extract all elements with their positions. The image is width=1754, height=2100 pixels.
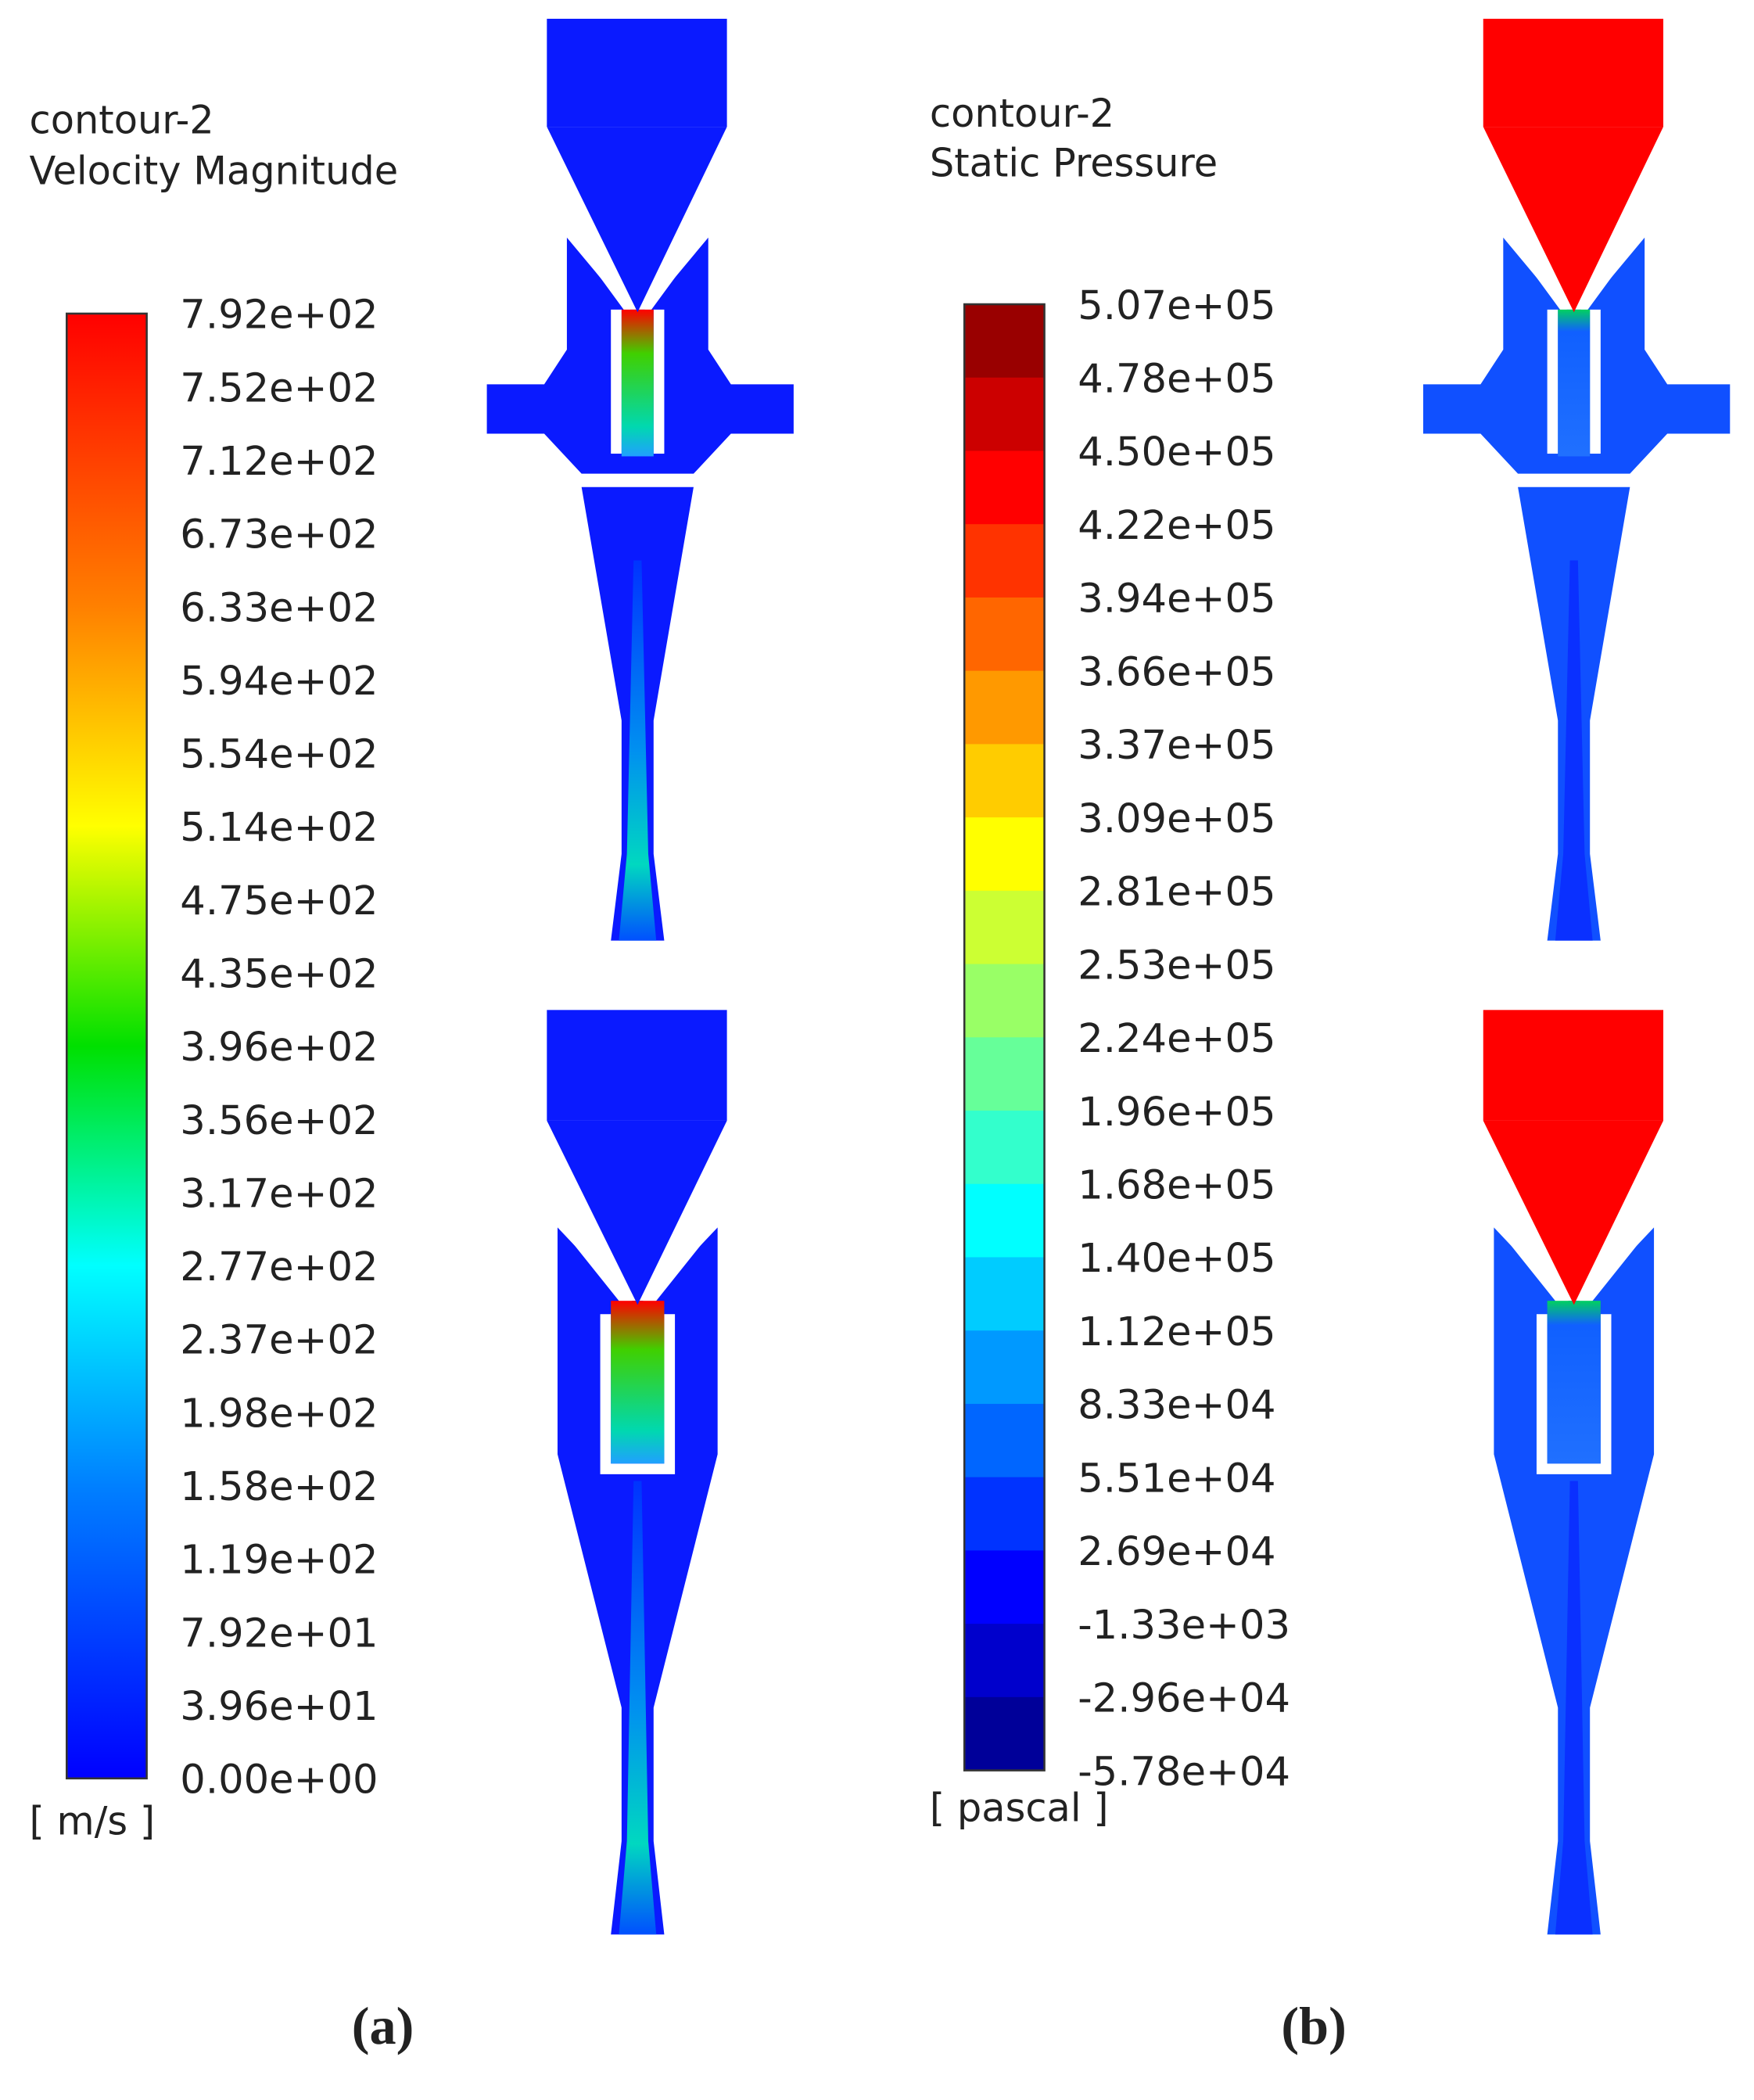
- legend-title: contour-2: [30, 98, 214, 143]
- colorbar-tick-label: 2.24e+05: [1078, 1016, 1275, 1062]
- colorbar-tick-label: 7.52e+02: [180, 365, 378, 411]
- colorbar-band: [964, 1696, 1045, 1772]
- colorbar-tick-label: 3.17e+02: [180, 1171, 378, 1217]
- colorbar-tick-label: 4.78e+05: [1078, 357, 1275, 403]
- colorbar-tick-label: 4.75e+02: [180, 878, 378, 924]
- panel-caption: (b): [1281, 1996, 1346, 2055]
- colorbar-tick-label: 6.33e+02: [180, 585, 378, 631]
- colorbar-tick-label: 1.19e+02: [180, 1538, 378, 1584]
- colorbar-tick-label: 3.56e+02: [180, 1098, 378, 1144]
- colorbar-band: [964, 817, 1045, 892]
- colorbar-tick-label: 1.58e+02: [180, 1464, 378, 1510]
- colorbar-band: [964, 597, 1045, 672]
- legend-title: contour-2: [930, 91, 1114, 136]
- colorbar-band: [964, 1111, 1045, 1185]
- colorbar-tick-label: 2.77e+02: [180, 1244, 378, 1291]
- colorbar-tick-label: 3.96e+02: [180, 1025, 378, 1071]
- device-bottom: [547, 1010, 727, 1935]
- colorbar-band: [964, 304, 1045, 379]
- colorbar-tick-label: 7.92e+01: [180, 1610, 378, 1657]
- colorbar: [66, 313, 147, 1779]
- legend-subtitle: Velocity Magnitude: [30, 148, 399, 193]
- device-top: [1422, 18, 1731, 941]
- colorbar-tick-label: 0.00e+00: [180, 1757, 378, 1804]
- colorbar-tick-label: 5.07e+05: [1078, 283, 1275, 329]
- colorbar-tick-label: 5.94e+02: [180, 659, 378, 705]
- colorbar-tick-label: -1.33e+03: [1078, 1603, 1290, 1649]
- colorbar-tick-label: -5.78e+04: [1078, 1749, 1290, 1795]
- colorbar-tick-label: 2.69e+04: [1078, 1529, 1275, 1575]
- colorbar-tick-label: 3.94e+05: [1078, 576, 1275, 623]
- colorbar-tick-label: 6.73e+02: [180, 512, 378, 558]
- colorbar-tick-label: 2.53e+05: [1078, 942, 1275, 989]
- colorbar-band: [964, 1257, 1045, 1332]
- colorbar-tick-label: 7.92e+02: [180, 293, 378, 339]
- colorbar-tick-label: 1.96e+05: [1078, 1089, 1275, 1136]
- pressure-contours: [1422, 18, 1731, 1935]
- colorbar-band: [964, 964, 1045, 1039]
- colorbar-band: [964, 670, 1045, 745]
- colorbar-unit: [ m/s ]: [30, 1798, 156, 1843]
- colorbar-unit: [ pascal ]: [930, 1785, 1109, 1830]
- colorbar-band: [964, 377, 1045, 452]
- colorbar-band: [964, 1037, 1045, 1111]
- colorbar-tick-label: 5.14e+02: [180, 805, 378, 851]
- colorbar-tick-label: 4.22e+05: [1078, 503, 1275, 549]
- colorbar-tick-label: 3.37e+05: [1078, 723, 1275, 769]
- colorbar-tick-label: 5.51e+04: [1078, 1456, 1275, 1502]
- colorbar-tick-label: 4.35e+02: [180, 952, 378, 998]
- colorbar-tick-label: 1.98e+02: [180, 1391, 378, 1437]
- colorbar-tick-label: 1.12e+05: [1078, 1309, 1275, 1355]
- colorbar-tick-label: 3.09e+05: [1078, 796, 1275, 842]
- colorbar-tick-label: 2.37e+02: [180, 1318, 378, 1364]
- colorbar-frame: [963, 303, 1046, 1772]
- colorbar-band: [964, 1403, 1045, 1478]
- legend-subtitle: Static Pressure: [930, 140, 1218, 185]
- colorbar-tick-label: 2.81e+05: [1078, 870, 1275, 916]
- colorbar-frame: [66, 312, 148, 1780]
- device-bottom: [1483, 1010, 1664, 1935]
- colorbar-tick-label: 1.40e+05: [1078, 1236, 1275, 1282]
- colorbar-band: [964, 1477, 1045, 1552]
- colorbar-band: [964, 744, 1045, 818]
- colorbar-band: [964, 451, 1045, 526]
- colorbar-tick-label: 1.68e+05: [1078, 1163, 1275, 1209]
- colorbar-band: [964, 1550, 1045, 1624]
- colorbar-tick-label: 4.50e+05: [1078, 429, 1275, 476]
- colorbar-tick-label: 3.96e+01: [180, 1684, 378, 1730]
- colorbar-tick-label: 5.54e+02: [180, 732, 378, 778]
- velocity-contours: [486, 18, 794, 1935]
- colorbar-band: [964, 1624, 1045, 1698]
- colorbar-band: [964, 890, 1045, 965]
- device-top: [486, 18, 794, 941]
- colorbar-tick-label: 7.12e+02: [180, 439, 378, 485]
- panel-caption: (a): [352, 1996, 414, 2055]
- colorbar-band: [964, 1330, 1045, 1405]
- colorbar-tick-label: 3.66e+05: [1078, 649, 1275, 695]
- colorbar-band: [964, 524, 1045, 598]
- colorbar-tick-label: -2.96e+04: [1078, 1676, 1290, 1722]
- colorbar-tick-label: 8.33e+04: [1078, 1383, 1275, 1429]
- colorbar-band: [964, 1183, 1045, 1258]
